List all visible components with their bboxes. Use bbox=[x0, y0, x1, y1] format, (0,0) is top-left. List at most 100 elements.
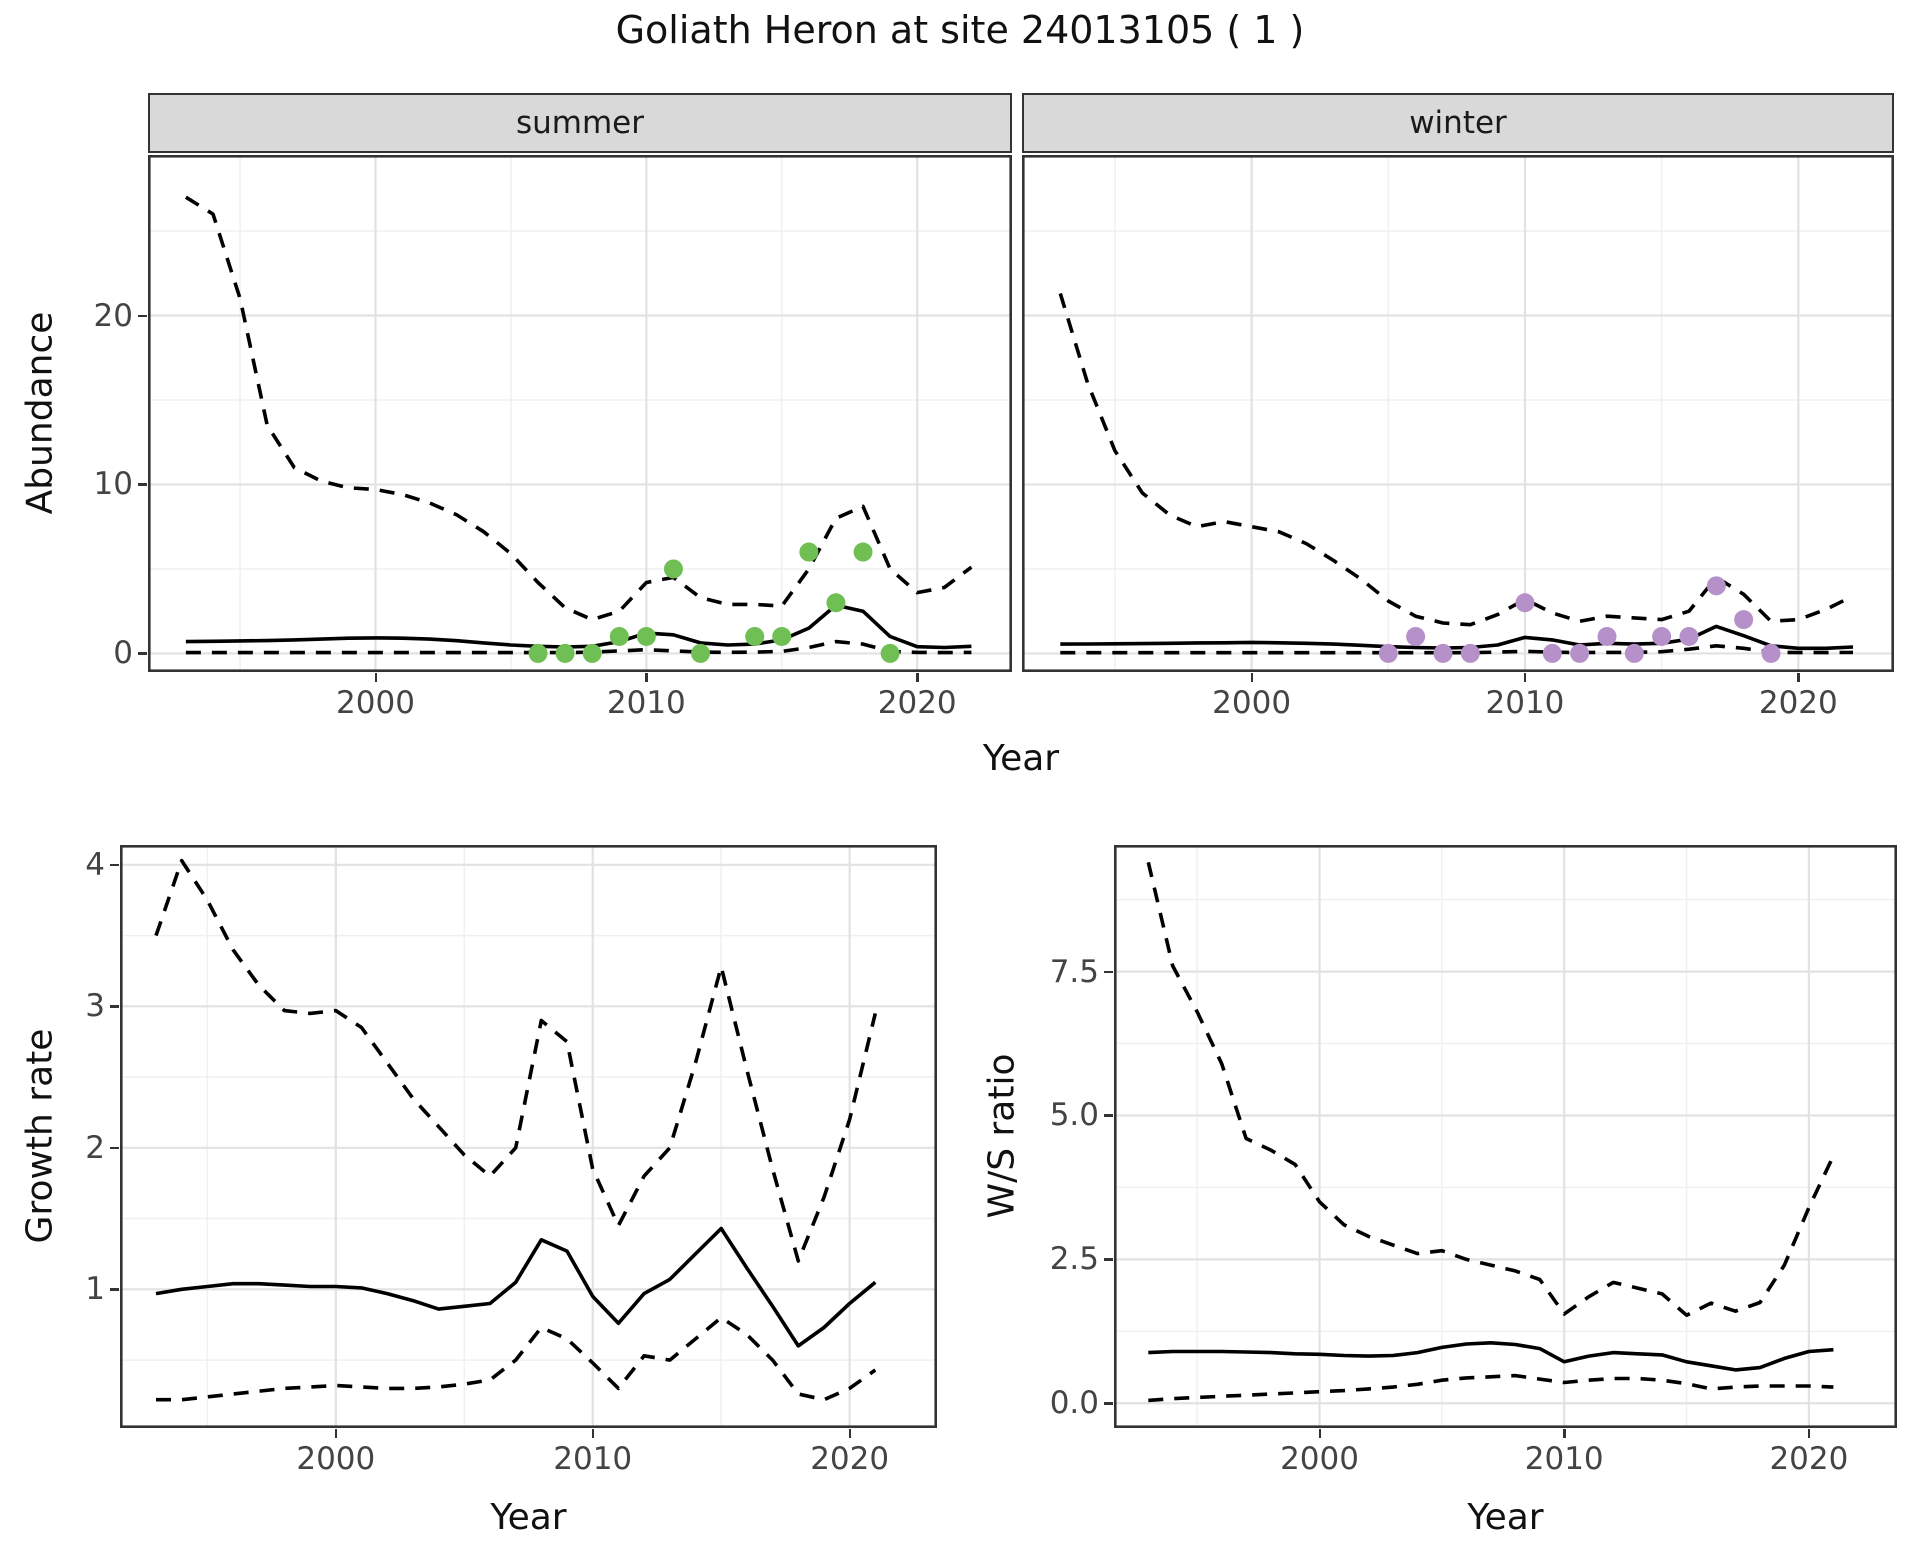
abundance-summer-panel bbox=[148, 155, 1012, 672]
y-tick-mark bbox=[138, 652, 147, 655]
observation-point bbox=[1624, 643, 1644, 663]
panel-ws-median-line bbox=[1148, 1340, 1834, 1372]
x-tick-mark bbox=[1797, 673, 1800, 682]
x-tick-label: 2000 bbox=[296, 1441, 376, 1477]
observation-point bbox=[582, 643, 602, 663]
x-tick-mark bbox=[848, 1429, 852, 1438]
y-tick-mark bbox=[110, 1005, 119, 1008]
observation-point bbox=[1460, 643, 1480, 663]
observation-point bbox=[1570, 643, 1590, 663]
observation-point bbox=[1597, 627, 1617, 647]
x-tick-mark bbox=[1318, 1429, 1322, 1438]
x-tick-mark bbox=[334, 1429, 338, 1438]
observation-point bbox=[1734, 610, 1754, 630]
x-tick-mark bbox=[1250, 673, 1254, 682]
observation-point bbox=[1515, 593, 1535, 613]
y-tick-mark bbox=[138, 314, 147, 317]
y-tick-mark bbox=[1104, 970, 1113, 974]
y-tick-label: 5.0 bbox=[1049, 1097, 1099, 1134]
panel-winter-canvas bbox=[1022, 155, 1894, 672]
panel-growth-upper95-line bbox=[154, 858, 878, 1263]
observation-point bbox=[826, 593, 846, 613]
y-tick-label: 2 bbox=[85, 1129, 105, 1166]
observation-point bbox=[528, 643, 548, 663]
x-tick-label: 2020 bbox=[1769, 1441, 1849, 1477]
x-tick-label: 2020 bbox=[877, 685, 957, 721]
observation-point bbox=[636, 627, 656, 647]
panel-winter-lower95-line bbox=[1060, 643, 1854, 655]
x-tick-label: 2010 bbox=[553, 1441, 633, 1477]
panel-summer-median-line bbox=[185, 603, 972, 650]
x-tick-label: 2020 bbox=[810, 1441, 890, 1477]
y-tick-label: 4 bbox=[85, 846, 105, 883]
observation-point bbox=[555, 643, 575, 663]
x-tick-label: 2010 bbox=[1485, 685, 1565, 721]
y-tick-label: 1 bbox=[85, 1271, 105, 1308]
panel-growth-canvas bbox=[120, 845, 937, 1428]
chart-title: Goliath Heron at site 24013105 ( 1 ) bbox=[615, 8, 1305, 52]
x-tick-mark bbox=[645, 673, 648, 682]
panel-winter-upper95-line bbox=[1058, 292, 1854, 627]
x-tick-label: 2000 bbox=[1212, 685, 1292, 721]
facet-strip-winter: winter bbox=[1022, 93, 1894, 153]
y-tick-label: 0 bbox=[113, 635, 133, 672]
observation-point bbox=[880, 643, 900, 663]
observation-point bbox=[1679, 627, 1699, 647]
y-tick-label: 2.5 bbox=[1049, 1241, 1099, 1278]
facet-strip-winter-label: winter bbox=[1409, 105, 1507, 141]
y-tick-mark bbox=[110, 863, 119, 867]
panel-ws-lower95-line bbox=[1148, 1373, 1834, 1403]
panel-growth-lower95-line bbox=[156, 1315, 877, 1402]
growth-year-axis-title: Year bbox=[490, 1497, 567, 1538]
x-tick-label: 2010 bbox=[1524, 1441, 1604, 1477]
y-tick-label: 3 bbox=[85, 988, 105, 1025]
x-tick-mark bbox=[591, 1429, 595, 1438]
x-tick-label: 2000 bbox=[1280, 1441, 1359, 1477]
y-tick-mark bbox=[1104, 1258, 1113, 1261]
observation-point bbox=[691, 643, 711, 663]
observation-point bbox=[799, 542, 819, 562]
observation-point bbox=[1378, 643, 1398, 663]
observation-point bbox=[853, 542, 873, 562]
y-tick-mark bbox=[1104, 1114, 1113, 1117]
x-tick-mark bbox=[916, 673, 919, 682]
x-tick-label: 2020 bbox=[1758, 685, 1838, 721]
x-tick-mark bbox=[374, 673, 377, 682]
panel-winter-median-line bbox=[1060, 624, 1854, 651]
observation-point bbox=[1706, 576, 1726, 596]
y-tick-mark bbox=[110, 1288, 119, 1291]
ws-ratio-axis-title: W/S ratio bbox=[981, 1053, 1023, 1219]
x-tick-mark bbox=[1523, 673, 1527, 682]
observation-point bbox=[1652, 627, 1672, 647]
observation-point bbox=[1406, 627, 1426, 647]
x-tick-label: 2010 bbox=[606, 685, 686, 721]
panel-summer-lower95-line bbox=[185, 639, 972, 655]
y-tick-label: 0.0 bbox=[1049, 1385, 1099, 1422]
y-tick-mark bbox=[110, 1146, 119, 1150]
observation-point bbox=[1433, 643, 1453, 663]
observation-point bbox=[609, 627, 629, 647]
y-tick-mark bbox=[1104, 1402, 1113, 1405]
panel-growth-median-line bbox=[155, 1226, 877, 1348]
x-tick-label: 2000 bbox=[336, 685, 415, 721]
growth-rate-panel bbox=[120, 845, 937, 1428]
panel-summer-canvas bbox=[148, 155, 1012, 672]
ws-ratio-panel bbox=[1114, 845, 1897, 1428]
y-tick-mark bbox=[138, 483, 147, 486]
abundance-winter-panel bbox=[1022, 155, 1894, 672]
top-year-axis-title: Year bbox=[982, 738, 1060, 779]
panel-ws-canvas bbox=[1114, 845, 1897, 1428]
y-tick-label: 7.5 bbox=[1049, 953, 1099, 990]
y-tick-label: 20 bbox=[93, 297, 133, 334]
y-tick-label: 10 bbox=[93, 466, 133, 503]
observation-point bbox=[663, 559, 683, 579]
ws-year-axis-title: Year bbox=[1467, 1497, 1544, 1538]
panel-summer-upper95-line bbox=[184, 195, 973, 622]
x-tick-mark bbox=[1563, 1429, 1566, 1438]
facet-strip-summer: summer bbox=[148, 93, 1012, 153]
panel-ws-upper95-line bbox=[1146, 861, 1836, 1318]
observation-point bbox=[745, 627, 765, 647]
observation-point bbox=[1542, 643, 1562, 663]
facet-strip-summer-label: summer bbox=[515, 105, 644, 141]
